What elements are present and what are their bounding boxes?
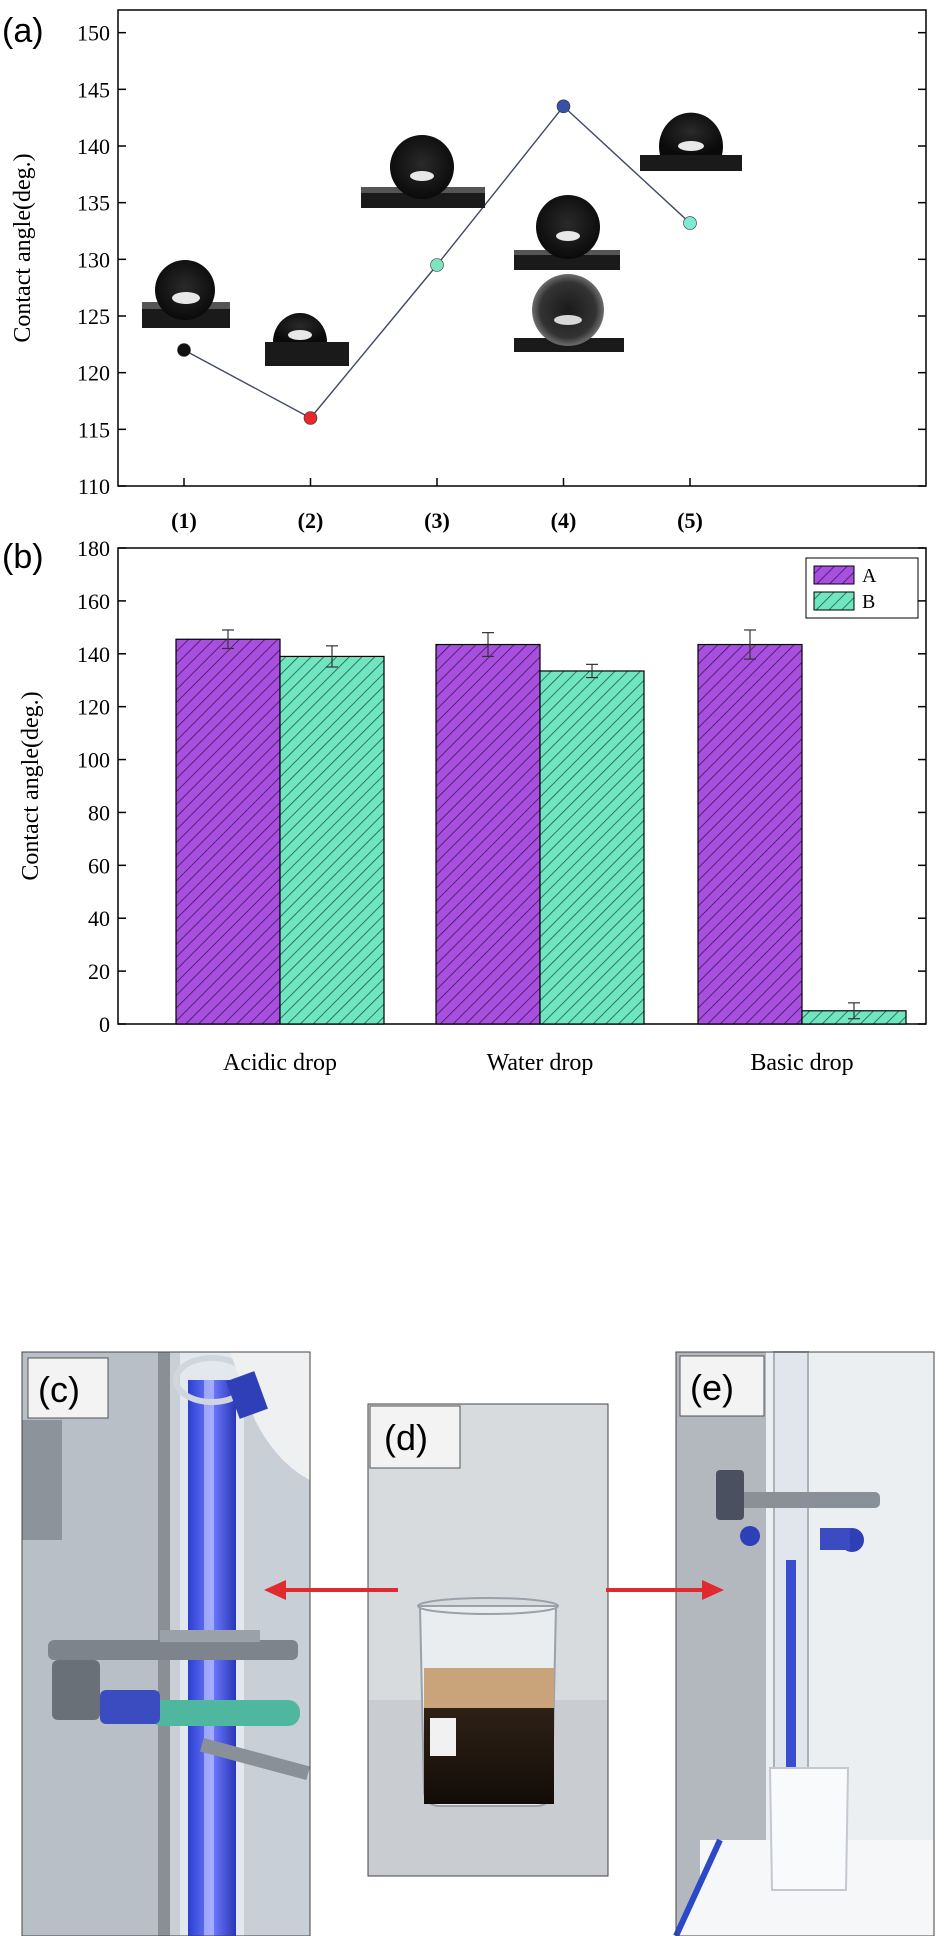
b-ytick-label: 80 [88,800,110,825]
b-xtick-label: Water drop [487,1050,594,1076]
a-data-point [556,99,571,114]
a-ytick-label: 140 [77,134,110,159]
a-series-segment [436,105,565,266]
b-ytick-label: 120 [77,695,110,720]
b-ytick-label: 40 [88,906,110,931]
panel-label-a: (a) [2,12,44,50]
a-ytick-label: 135 [77,191,110,216]
a-xtick-label: (2) [298,508,324,533]
bar-a [175,638,281,1025]
droplet-image-4a [514,195,620,270]
chart-a-frame [117,9,927,487]
a-xtick-label: (4) [551,508,577,533]
chart-b-legend: A B [805,557,919,619]
a-data-point [177,343,191,357]
chart-a-ylabel: Contact angle(deg.) [10,153,36,342]
a-data-point [303,411,318,425]
photo-d-label-box [369,1405,461,1469]
legend-label-a: A [862,565,877,587]
a-data-point [430,258,444,272]
droplet-image-2 [265,313,349,366]
b-xtick-label: Acidic drop [223,1050,337,1076]
a-ytick-label: 115 [78,417,110,442]
legend-swatch-b [813,591,855,611]
a-ytick-label: 145 [77,77,110,102]
a-series-segment [309,264,438,419]
a-xtick-label: (5) [677,508,703,533]
a-ytick-label: 120 [77,361,110,386]
a-ytick-label: 125 [77,304,110,329]
a-series-segment [563,105,691,224]
a-xtick-label: (1) [171,508,197,533]
chart-a: Contact angle(deg.) 110 115 120 125 130 135 14… [10,9,927,533]
legend-swatch-a [813,565,855,585]
b-ytick-label: 160 [77,589,110,614]
b-ytick-label: 180 [77,536,110,561]
a-data-point [683,216,697,230]
b-ytick-label: 0 [99,1012,110,1037]
bar-b [279,655,385,1025]
arrow-right [606,1580,724,1600]
a-ytick-label: 150 [77,21,110,46]
chart-b: Contact angle(deg.) 0 20 40 60 80 100 120 140 16… [18,536,927,1076]
droplet-image-5 [640,112,742,171]
chart-b-ylabel: Contact angle(deg.) [18,691,44,880]
a-xtick-label: (3) [424,508,450,533]
photo-e-label-box [679,1355,765,1417]
photo-d: (d) [367,1403,609,1877]
panel-label-e: (e) [690,1367,734,1408]
a-ytick-label: 110 [78,474,110,499]
panel-label-b: (b) [2,538,44,576]
panel-label-d: (d) [384,1417,428,1458]
photo-c-label-box [27,1357,109,1419]
droplet-image-1 [142,260,230,328]
legend-label-b: B [862,591,875,613]
droplet-image-3 [361,135,485,208]
bar-b [539,670,645,1025]
b-ytick-label: 20 [88,959,110,984]
b-ytick-label: 100 [77,748,110,773]
panel-label-c: (c) [38,1369,80,1410]
arrow-left [264,1580,398,1600]
photo-e: (e) [673,1351,935,1936]
b-xtick-label: Basic drop [750,1050,853,1076]
b-ytick-label: 60 [88,853,110,878]
bar-a [435,643,541,1025]
a-ytick-label: 130 [77,247,110,272]
photo-c: (c) [21,1351,311,1936]
droplet-image-4b [514,274,624,352]
bar-a [697,643,803,1025]
a-series-segment [183,349,311,419]
b-ytick-label: 140 [77,642,110,667]
